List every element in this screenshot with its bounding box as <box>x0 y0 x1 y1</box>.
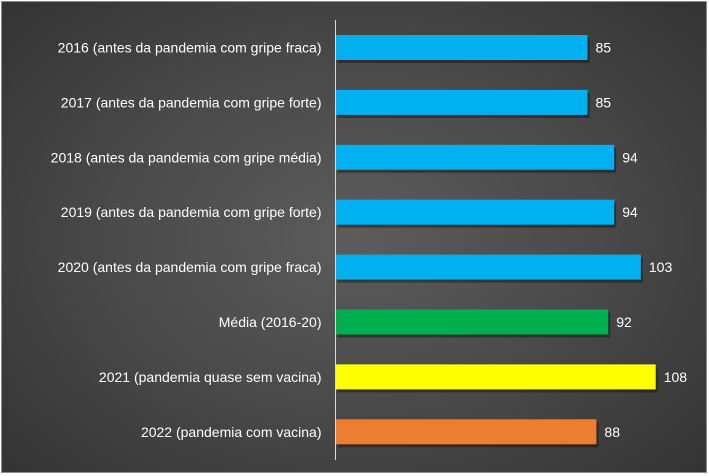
data-label: 88 <box>604 424 620 440</box>
category-label: 2021 (pandemia quase sem vacina) <box>99 369 322 385</box>
bar <box>335 364 656 390</box>
data-label: 85 <box>596 40 612 56</box>
category-label: 2018 (antes da pandemia com gripe média) <box>51 149 322 165</box>
bar <box>335 89 588 115</box>
category-label: 2017 (antes da pandemia com gripe forte) <box>61 94 322 110</box>
bar <box>335 309 609 335</box>
data-label: 94 <box>622 149 638 165</box>
data-label: 85 <box>596 94 612 110</box>
bars-layer <box>335 35 658 448</box>
data-label: 103 <box>649 259 673 275</box>
data-label: 94 <box>622 204 638 220</box>
bar <box>335 199 615 225</box>
category-label: 2022 (pandemia com vacina) <box>141 424 322 440</box>
data-label: 92 <box>616 314 632 330</box>
category-label: Média (2016-20) <box>219 314 322 330</box>
category-label: 2016 (antes da pandemia com gripe fraca) <box>58 40 322 56</box>
category-label: 2019 (antes da pandemia com gripe forte) <box>61 204 322 220</box>
bar <box>335 419 597 445</box>
data-label: 108 <box>664 369 688 385</box>
category-label: 2020 (antes da pandemia com gripe fraca) <box>58 259 322 275</box>
bar <box>335 144 615 170</box>
bar <box>335 254 641 280</box>
bar <box>335 35 588 60</box>
labels-layer: 2016 (antes da pandemia com gripe fraca)… <box>51 40 688 440</box>
